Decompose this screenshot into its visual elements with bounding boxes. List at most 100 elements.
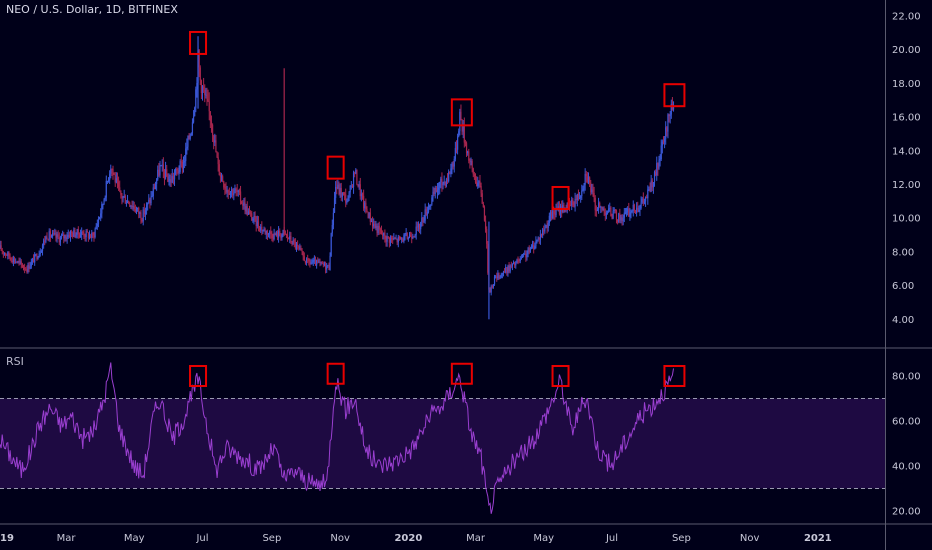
price-tick-label: 6.00 [892, 281, 914, 292]
candle-body [100, 213, 102, 217]
candle-body [213, 135, 215, 143]
candle-body [76, 228, 78, 235]
candle-body [587, 177, 590, 182]
candle-body [6, 254, 8, 256]
candle-body [60, 235, 63, 238]
candle-body [422, 217, 424, 222]
candle-body [190, 133, 192, 136]
candle-body [4, 253, 7, 255]
candle-body [613, 209, 615, 212]
candle-body [257, 221, 260, 228]
candle-body [274, 233, 276, 236]
candle-body [229, 191, 232, 195]
candle-body [387, 236, 389, 238]
candle-body [123, 196, 125, 198]
candle-body [272, 238, 274, 240]
candle-body [507, 265, 509, 273]
candle-body [407, 237, 409, 239]
candle-body [265, 230, 267, 234]
candle-body [410, 235, 412, 237]
candle-body [112, 168, 114, 173]
candle-body [374, 223, 376, 228]
candle-body [0, 245, 1, 249]
candle-body [346, 201, 348, 203]
candle-body [603, 208, 605, 213]
price-tick-label: 22.00 [892, 12, 921, 23]
candle-body [558, 206, 561, 214]
candle-body [493, 276, 496, 285]
candle-body [527, 248, 529, 254]
candle-body [629, 212, 631, 217]
candle-body [630, 212, 632, 214]
candle-body [24, 267, 26, 270]
candle-body [525, 253, 527, 258]
candle-body [622, 217, 624, 222]
candle-body [58, 237, 60, 243]
candle-body [300, 248, 302, 251]
candle-body [203, 86, 205, 90]
candle-body [113, 172, 115, 175]
candle-body [375, 225, 377, 228]
candle-body [269, 231, 271, 234]
candle-body [181, 161, 183, 169]
candle-body [267, 233, 270, 236]
candle-body [207, 99, 209, 102]
candle-body [320, 261, 322, 263]
candle-body [470, 161, 472, 163]
candle-body [377, 225, 379, 233]
candle-body [104, 197, 106, 200]
candle-body [319, 261, 321, 263]
candle-body [578, 197, 581, 199]
candle-body [263, 229, 265, 231]
candle-body [431, 197, 433, 205]
candle-body [401, 238, 403, 240]
candle-body [130, 205, 132, 207]
candle-body [455, 148, 458, 150]
candle-body [310, 262, 312, 264]
candle-body [184, 161, 186, 163]
candle-body [78, 234, 81, 238]
candle-body [655, 172, 657, 176]
candle-body [299, 248, 301, 250]
candle-body [134, 209, 136, 212]
candle-body [191, 122, 194, 134]
candle-body [30, 261, 32, 267]
candle-body [198, 50, 200, 68]
candle-body [25, 269, 27, 271]
candle-body [147, 202, 149, 205]
candle-body [389, 238, 392, 243]
time-tick-label: Sep [672, 533, 691, 544]
candle-body [295, 244, 298, 248]
candle-body [241, 201, 243, 204]
candle-body [405, 233, 407, 235]
candle-body [239, 191, 242, 202]
candle-body [658, 160, 660, 169]
candle-body [472, 168, 474, 175]
candle-body [314, 259, 317, 266]
candle-body [216, 152, 218, 158]
candle-body [505, 267, 507, 273]
candle-body [115, 178, 117, 183]
candle-body [94, 229, 96, 238]
candle-body [415, 226, 417, 235]
candle-body [459, 111, 461, 132]
candle-body [55, 233, 57, 238]
candle-body [446, 179, 449, 182]
candle-body [639, 208, 641, 210]
candle-body [157, 169, 159, 180]
candle-body [652, 182, 655, 188]
candle-body [612, 211, 614, 219]
candle-body [322, 263, 324, 266]
candle-body [327, 264, 329, 267]
time-tick-label: 2021 [804, 533, 832, 544]
candle-body [110, 168, 112, 174]
candle-body [37, 257, 39, 259]
candle-body [120, 190, 122, 195]
candle-body [660, 145, 662, 160]
candle-body [236, 190, 238, 192]
candle-body [195, 89, 197, 108]
candle-body [189, 135, 191, 139]
candle-body [41, 245, 44, 251]
candle-body [38, 253, 40, 258]
